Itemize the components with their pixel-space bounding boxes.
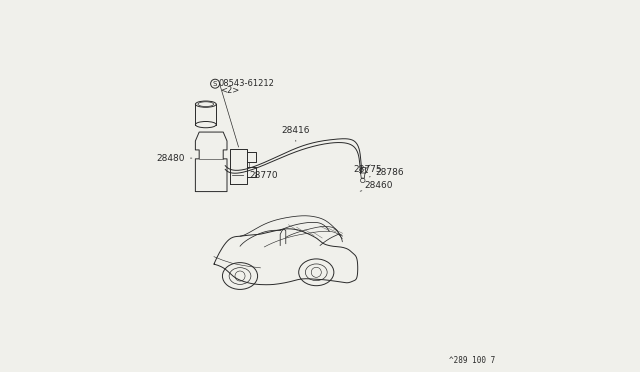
Text: 28460: 28460 <box>360 182 393 191</box>
Text: ^289 100 7: ^289 100 7 <box>449 356 495 365</box>
Text: <2>: <2> <box>220 86 239 94</box>
Text: 08543-61212: 08543-61212 <box>219 79 275 88</box>
Text: S: S <box>213 81 218 87</box>
Text: 28786: 28786 <box>369 169 404 177</box>
Text: 28775: 28775 <box>353 165 382 174</box>
Text: 28416: 28416 <box>281 126 310 141</box>
Text: 28770: 28770 <box>232 171 278 180</box>
Text: 28480: 28480 <box>156 154 192 163</box>
